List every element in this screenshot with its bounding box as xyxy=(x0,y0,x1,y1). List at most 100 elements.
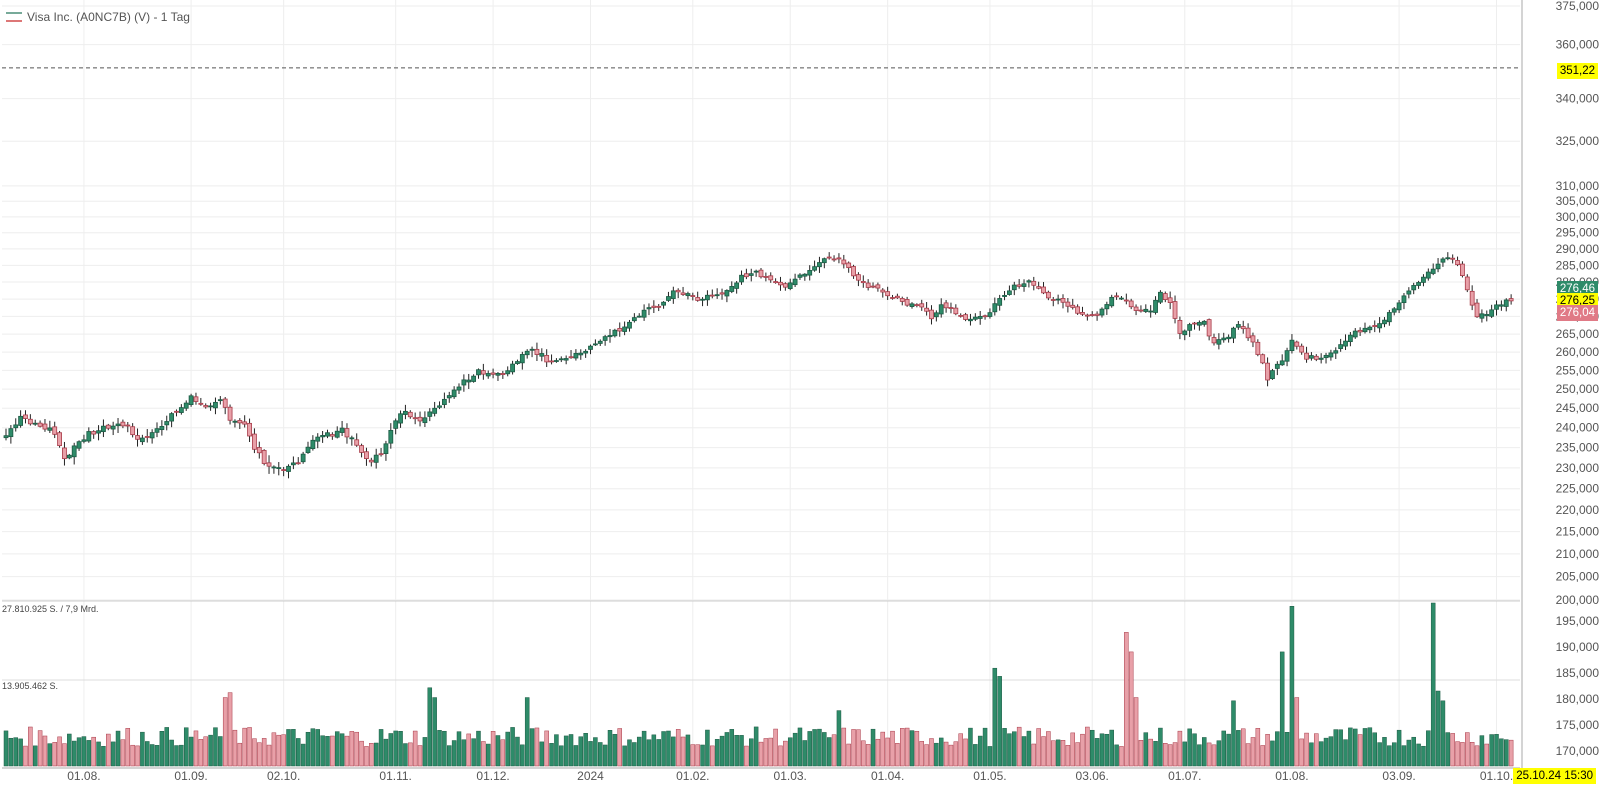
candle-body xyxy=(719,292,725,295)
candle-body xyxy=(1377,323,1383,329)
candle-body xyxy=(792,278,798,286)
candle-body xyxy=(1201,320,1207,325)
volume-bar xyxy=(1099,733,1105,767)
volume-bar xyxy=(627,739,632,767)
y-tick-label: 300,000 xyxy=(1556,210,1600,224)
volume-bar xyxy=(115,730,121,767)
candle-body xyxy=(32,422,38,425)
volume-bar xyxy=(218,736,223,767)
y-tick-label: 230,000 xyxy=(1556,461,1600,475)
volume-bar xyxy=(1211,744,1217,767)
candle-body xyxy=(929,309,934,320)
candle-body xyxy=(680,292,686,295)
volume-bar xyxy=(1450,733,1455,767)
volume-bar xyxy=(242,727,247,767)
volume-bar xyxy=(120,739,126,767)
candle-body xyxy=(334,430,340,438)
volume-bar xyxy=(578,736,584,767)
volume-bar xyxy=(1430,602,1436,767)
volume-bar xyxy=(773,728,778,767)
volume-bar xyxy=(373,742,379,767)
volume-bar xyxy=(797,727,803,767)
candle-body xyxy=(1503,299,1509,307)
volume-bar xyxy=(52,742,57,767)
candle-body xyxy=(37,422,43,427)
candle-body xyxy=(924,307,930,312)
volume-bar xyxy=(1036,728,1041,767)
volume-bar xyxy=(422,737,428,767)
candle-body xyxy=(1055,298,1061,301)
volume-bar xyxy=(101,746,106,767)
volume-bar xyxy=(1085,726,1090,767)
candle-body xyxy=(393,420,399,429)
candle-body xyxy=(1153,299,1158,313)
y-tick-label: 305,000 xyxy=(1556,194,1600,208)
y-tick-label: 290,000 xyxy=(1556,242,1600,256)
candle-body xyxy=(485,373,491,377)
volume-bar xyxy=(432,697,437,767)
candle-body xyxy=(329,434,335,437)
volume-bar xyxy=(870,728,876,767)
y-tick-label: 340,000 xyxy=(1556,92,1600,106)
candle-body xyxy=(1177,319,1183,334)
y-tick-label: 260,000 xyxy=(1556,345,1600,359)
volume-bar xyxy=(1367,727,1373,767)
volume-bar xyxy=(1265,734,1270,767)
candle-body xyxy=(290,462,296,466)
volume-bar xyxy=(1192,733,1197,767)
volume-bar xyxy=(1080,733,1085,767)
volume-bar xyxy=(198,739,204,767)
volume-bar xyxy=(787,737,793,767)
volume-bar xyxy=(1187,728,1192,767)
volume-bar xyxy=(1128,651,1134,767)
volume-bar xyxy=(1240,728,1246,767)
volume-axis-label: 175,000 xyxy=(1556,718,1600,732)
volume-bar xyxy=(636,736,642,767)
candle-body xyxy=(1460,263,1465,276)
volume-bar xyxy=(1387,745,1392,767)
volume-bar xyxy=(909,730,915,767)
volume-bar xyxy=(973,744,978,767)
candle-body xyxy=(276,467,282,469)
volume-bar xyxy=(1089,729,1095,767)
volume-bar xyxy=(1479,735,1485,767)
volume-bar xyxy=(310,728,316,767)
volume-bar xyxy=(700,744,705,767)
candle-body xyxy=(1386,312,1392,323)
candle-body xyxy=(558,358,564,361)
price-low-tag: 276,04 xyxy=(1556,305,1598,321)
volume-axis-label: 170,000 xyxy=(1556,744,1600,758)
candle-body xyxy=(1080,312,1085,315)
volume-bar xyxy=(1094,738,1100,767)
candle-body xyxy=(286,465,291,472)
volume-bar xyxy=(1469,742,1475,767)
volume-bar xyxy=(296,738,301,767)
volume-bar xyxy=(734,734,739,767)
volume-bar xyxy=(1372,732,1377,767)
candle-body xyxy=(549,360,554,363)
candle-body xyxy=(539,353,545,357)
candle-body xyxy=(1304,352,1309,360)
candle-body xyxy=(695,297,701,301)
volume-bar xyxy=(851,729,856,767)
candle-body xyxy=(1445,257,1451,260)
candle-body xyxy=(963,314,968,320)
candle-body xyxy=(456,386,462,391)
candle-body xyxy=(1260,354,1266,364)
candle-body xyxy=(252,433,257,450)
x-tick-label: 01.08. xyxy=(1275,769,1308,783)
volume-bar xyxy=(427,687,433,767)
candle-body xyxy=(1045,291,1051,299)
volume-bar xyxy=(1474,745,1480,767)
candle-body xyxy=(972,316,978,320)
candle-body xyxy=(1313,355,1319,360)
volume-bar xyxy=(963,738,968,767)
candle-body xyxy=(739,274,744,283)
candle-body xyxy=(495,373,501,376)
volume-bar xyxy=(71,740,77,767)
x-tick-label: 01.11. xyxy=(379,769,411,783)
candle-body xyxy=(856,274,861,281)
candle-body xyxy=(188,395,194,406)
volume-bar xyxy=(442,730,447,767)
